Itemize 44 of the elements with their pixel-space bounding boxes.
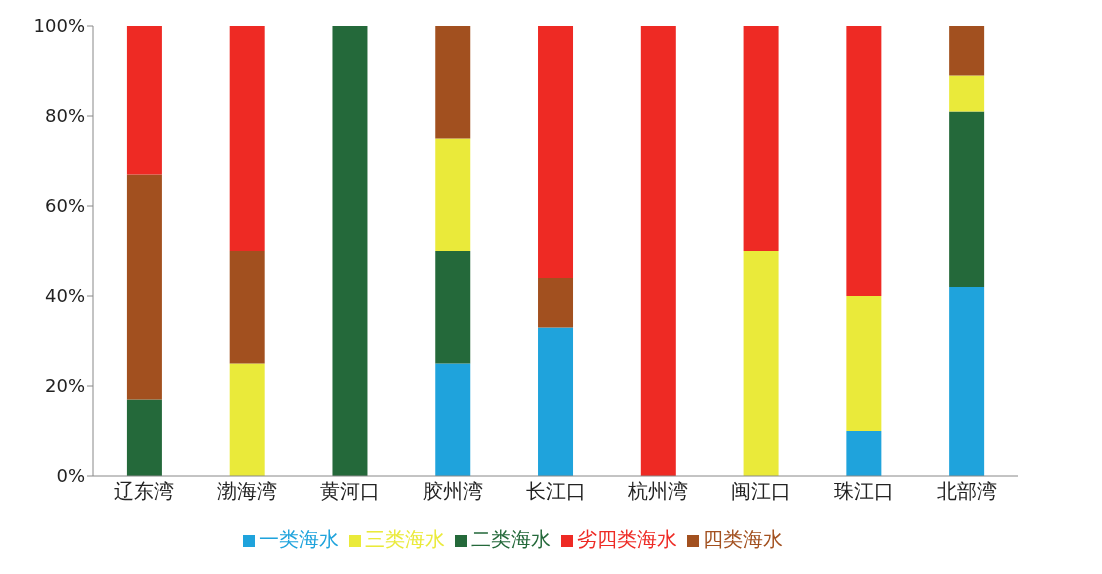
bar — [435, 363, 471, 476]
legend-label: 一类海水 — [259, 527, 339, 551]
x-tick-label: 渤海湾 — [217, 479, 278, 504]
y-tick-label: 20% — [44, 375, 85, 397]
x-tick-label: 胶州湾 — [422, 479, 483, 504]
bar — [949, 111, 985, 287]
bar — [743, 251, 779, 476]
bar — [435, 251, 471, 364]
bar — [949, 287, 985, 476]
bar — [229, 26, 265, 251]
y-tick-label: 80% — [44, 105, 85, 127]
bar — [538, 278, 574, 328]
legend-label: 劣四类海水 — [577, 527, 677, 551]
bar — [435, 26, 471, 139]
y-tick-label: 0% — [56, 465, 85, 487]
x-tick-label: 闽江口 — [731, 479, 792, 504]
bar — [743, 26, 779, 251]
bar — [126, 399, 162, 476]
bar — [949, 75, 985, 112]
x-tick-label: 杭州湾 — [627, 479, 689, 504]
bar — [846, 431, 882, 476]
legend-label: 三类海水 — [365, 527, 445, 551]
legend-label: 四类海水 — [703, 527, 783, 551]
bar — [229, 251, 265, 364]
bar — [538, 26, 574, 278]
bar — [126, 174, 162, 400]
bar — [435, 138, 471, 251]
bar — [332, 26, 368, 476]
bar — [640, 26, 676, 476]
x-tick-label: 长江口 — [525, 479, 586, 504]
bar — [846, 26, 882, 296]
bar — [229, 363, 265, 476]
x-tick-label: 北部湾 — [936, 479, 997, 504]
x-tick-label: 黄河口 — [319, 479, 380, 504]
bar — [126, 26, 162, 175]
x-tick-label: 辽东湾 — [114, 479, 175, 504]
bar — [538, 327, 574, 476]
bar — [846, 296, 882, 431]
x-tick-label: 珠江口 — [833, 479, 894, 504]
y-tick-label: 40% — [44, 285, 85, 307]
legend-label: 二类海水 — [471, 527, 551, 551]
y-tick-label: 100% — [33, 15, 85, 37]
y-tick-label: 60% — [44, 195, 85, 217]
bar — [949, 26, 985, 76]
